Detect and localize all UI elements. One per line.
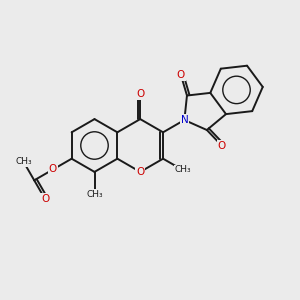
Text: CH₃: CH₃ bbox=[15, 157, 32, 166]
Text: O: O bbox=[136, 89, 144, 100]
Text: O: O bbox=[136, 167, 144, 177]
Text: N: N bbox=[181, 115, 188, 125]
Text: CH₃: CH₃ bbox=[174, 165, 191, 174]
Text: CH₃: CH₃ bbox=[86, 190, 103, 199]
Text: O: O bbox=[49, 164, 57, 175]
Text: O: O bbox=[177, 70, 185, 80]
Text: O: O bbox=[218, 141, 226, 151]
Text: O: O bbox=[41, 194, 49, 204]
